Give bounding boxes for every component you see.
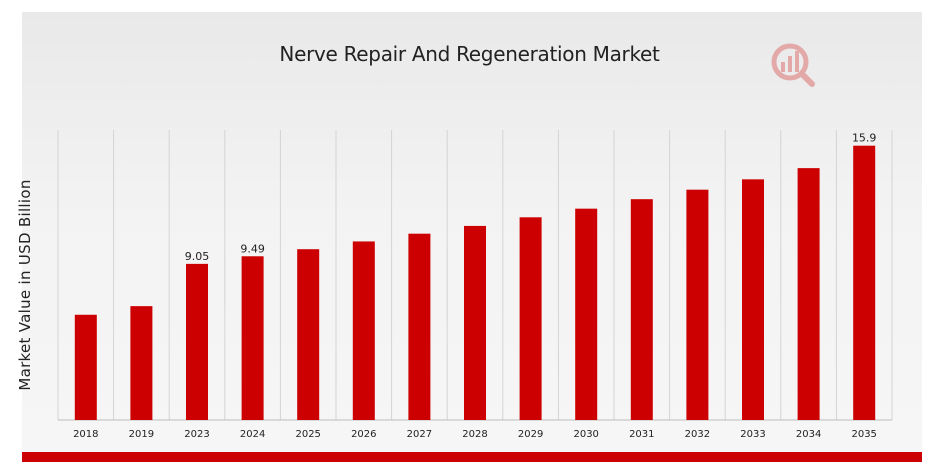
chart-title: Nerve Repair And Regeneration Market bbox=[279, 42, 660, 66]
x-tick-label: 2023 bbox=[184, 429, 209, 440]
x-tick-label: 2024 bbox=[240, 429, 265, 440]
x-tick-label: 2026 bbox=[351, 429, 376, 440]
bar-2033 bbox=[742, 179, 764, 420]
data-label-2035: 15.9 bbox=[852, 132, 877, 145]
brand-logo-icon bbox=[771, 43, 815, 87]
bar-2018 bbox=[74, 314, 97, 420]
bar-2029 bbox=[519, 217, 542, 420]
data-label-2024: 9.49 bbox=[240, 242, 265, 255]
bars bbox=[74, 145, 876, 420]
x-tick-label: 2031 bbox=[629, 429, 654, 440]
bar-2025 bbox=[297, 249, 320, 420]
x-tick-label: 2018 bbox=[73, 429, 98, 440]
x-tick-label: 2030 bbox=[573, 429, 598, 440]
bar-2031 bbox=[630, 199, 653, 420]
bar-2027 bbox=[408, 233, 431, 420]
bar-2030 bbox=[575, 208, 598, 420]
bar-2026 bbox=[352, 241, 375, 420]
bar-2035 bbox=[853, 145, 876, 420]
bar-2024 bbox=[241, 256, 264, 420]
x-tick-labels: 2018 2019 2023 2024 2025 2026 2027 2028 2029 2030… bbox=[73, 429, 877, 440]
x-tick-label: 2032 bbox=[685, 429, 710, 440]
bar-2019 bbox=[130, 306, 153, 420]
x-tick-label: 2029 bbox=[518, 429, 543, 440]
bar-2032 bbox=[686, 189, 709, 420]
x-tick-label: 2035 bbox=[851, 429, 876, 440]
bar-2028 bbox=[464, 225, 486, 420]
x-tick-label: 2025 bbox=[295, 429, 320, 440]
x-tick-label: 2027 bbox=[407, 429, 432, 440]
data-label-2023: 9.05 bbox=[185, 250, 210, 263]
x-tick-label: 2034 bbox=[796, 429, 821, 440]
bar-2023 bbox=[186, 263, 208, 420]
x-tick-label: 2019 bbox=[129, 429, 154, 440]
x-tick-label: 2033 bbox=[740, 429, 765, 440]
x-tick-label: 2028 bbox=[462, 429, 487, 440]
bar-2034 bbox=[797, 168, 820, 420]
data-labels: 9.05 9.49 15.9 bbox=[185, 132, 877, 263]
bottom-accent-band bbox=[22, 452, 922, 462]
